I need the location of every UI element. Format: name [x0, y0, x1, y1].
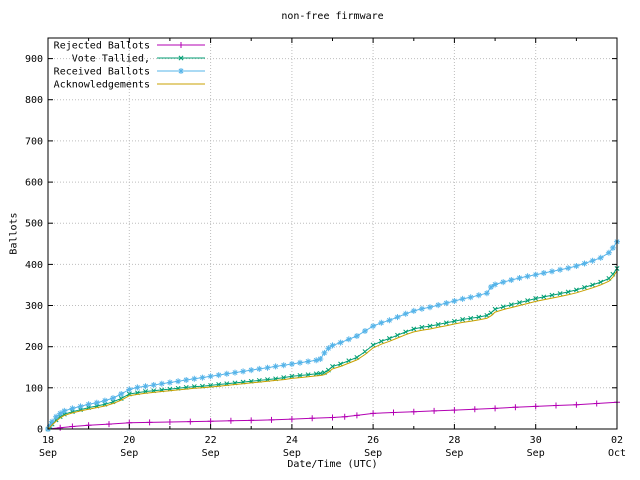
x-tick-day-label: 18: [42, 435, 54, 446]
legend: Rejected Ballots Vote Tallied, Received Ba…: [54, 41, 205, 91]
series-markers-received-ballots: [45, 238, 620, 432]
legend-marker-sample: [178, 68, 184, 74]
legend-label: Received Ballots: [54, 67, 150, 78]
chart-title: non-free firmware: [281, 11, 384, 22]
x-tick-month-label: Oct: [608, 448, 626, 459]
series-received-ballots: [45, 238, 620, 432]
y-tick-label: 700: [25, 136, 43, 147]
legend-entry: Received Ballots: [54, 67, 205, 78]
series-acknowledgements: [47, 270, 618, 430]
y-tick-label: 300: [25, 301, 43, 312]
legend-marker-sample: [178, 42, 184, 48]
y-tick-label: 400: [25, 260, 43, 271]
legend-marker-sample: [178, 55, 184, 61]
x-axis-label: Date/Time (UTC): [287, 459, 378, 470]
x-tick-day-label: 28: [448, 435, 460, 446]
x-tick-day-label: 22: [205, 435, 217, 446]
x-tick-month-label: Sep: [202, 448, 220, 459]
y-tick-label: 900: [25, 54, 43, 65]
y-tick-label: 600: [25, 178, 43, 189]
x-tick-month-label: Sep: [283, 448, 301, 459]
y-tick-label: 500: [25, 219, 43, 230]
axes: 0 100 200 300 400 500 600 700 800 900 18 Sep 20 Sep 22…: [25, 37, 626, 459]
y-tick-label: 0: [37, 425, 43, 436]
x-tick-day-label: 30: [530, 435, 542, 446]
y-tick-label: 200: [25, 342, 43, 353]
x-tick-month-label: Sep: [120, 448, 138, 459]
x-tick-day-label: 20: [123, 435, 135, 446]
x-tick-day-label: 26: [367, 435, 379, 446]
legend-entry: Vote Tallied,: [72, 54, 205, 65]
legend-entry: Rejected Ballots: [54, 41, 205, 52]
y-axis-label: Ballots: [8, 212, 20, 255]
y-tick-label: 100: [25, 383, 43, 394]
legend-label: Acknowledgements: [54, 80, 150, 91]
legend-label: Rejected Ballots: [54, 41, 150, 52]
x-tick-month-label: Sep: [445, 448, 463, 459]
x-tick-month-label: Sep: [527, 448, 545, 459]
x-tick-month-label: Sep: [39, 448, 57, 459]
legend-label: Vote Tallied,: [72, 54, 150, 65]
legend-entry: Acknowledgements: [54, 80, 205, 91]
x-tick-day-label: 02: [611, 435, 623, 446]
x-tick-month-label: Sep: [364, 448, 382, 459]
x-tick-day-label: 24: [286, 435, 298, 446]
y-tick-label: 800: [25, 95, 43, 106]
grid-lines: [48, 38, 617, 429]
